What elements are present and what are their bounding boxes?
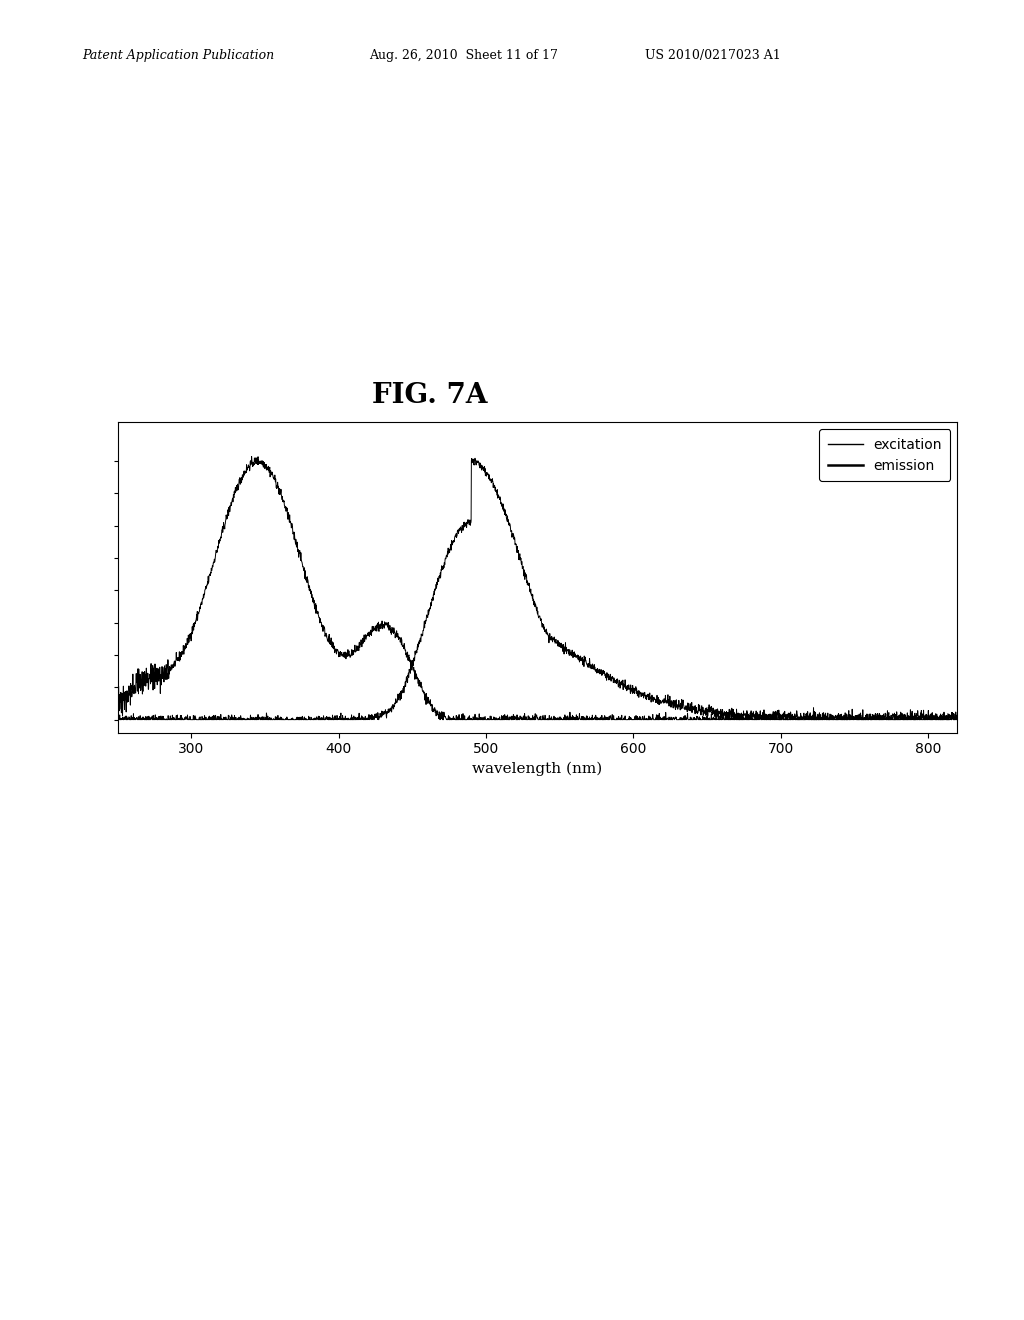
Text: Aug. 26, 2010  Sheet 11 of 17: Aug. 26, 2010 Sheet 11 of 17 xyxy=(369,49,557,62)
X-axis label: wavelength (nm): wavelength (nm) xyxy=(472,762,603,776)
Text: Patent Application Publication: Patent Application Publication xyxy=(82,49,274,62)
Text: FIG. 7A: FIG. 7A xyxy=(373,381,487,409)
Text: US 2010/0217023 A1: US 2010/0217023 A1 xyxy=(645,49,781,62)
Legend: excitation, emission: excitation, emission xyxy=(819,429,950,480)
